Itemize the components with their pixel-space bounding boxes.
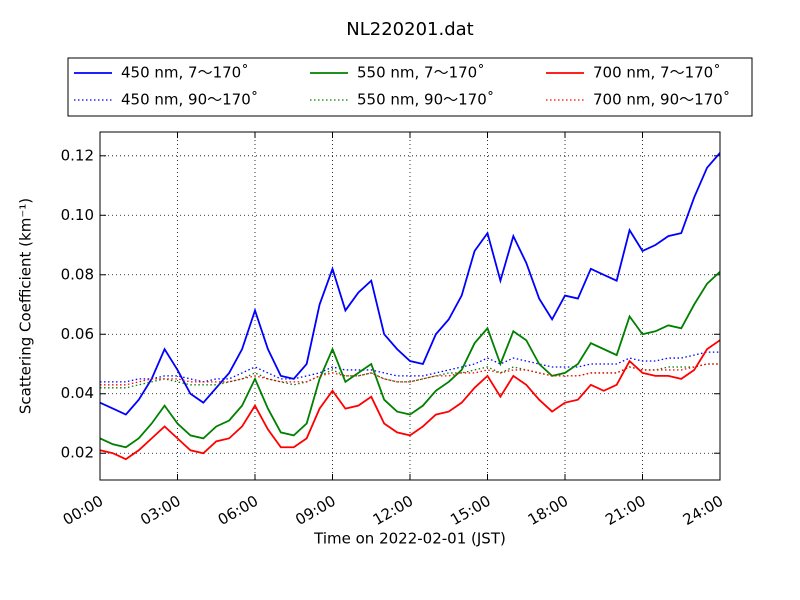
legend-box bbox=[67, 57, 753, 117]
data-line bbox=[100, 363, 720, 389]
legend-label: 450 nm, 90～170˚ bbox=[121, 91, 258, 109]
data-line bbox=[100, 339, 720, 461]
chart-title: NL220201.dat bbox=[346, 19, 473, 40]
data-line bbox=[100, 152, 720, 416]
y-axis-label: Scattering Coefficient (km⁻¹) bbox=[17, 198, 35, 414]
y-tick-label: 0.12 bbox=[61, 146, 94, 164]
data-line bbox=[100, 363, 720, 386]
x-axis-label: Time on 2022-02-01 (JST) bbox=[313, 530, 506, 548]
y-tick-label: 0.06 bbox=[61, 325, 94, 343]
legend-label: 450 nm, 7～170˚ bbox=[121, 64, 249, 82]
y-tick-label: 0.08 bbox=[61, 265, 94, 283]
y-tick-label: 0.10 bbox=[61, 206, 94, 224]
y-tick-label: 0.02 bbox=[61, 444, 94, 462]
data-line bbox=[100, 271, 720, 449]
legend-label: 700 nm, 7～170˚ bbox=[593, 64, 721, 82]
legend-label: 550 nm, 7～170˚ bbox=[357, 64, 485, 82]
plot-frame bbox=[99, 131, 721, 481]
legend-label: 550 nm, 90～170˚ bbox=[357, 91, 494, 109]
legend-label: 700 nm, 90～170˚ bbox=[593, 91, 730, 109]
y-tick-label: 0.04 bbox=[61, 384, 94, 402]
